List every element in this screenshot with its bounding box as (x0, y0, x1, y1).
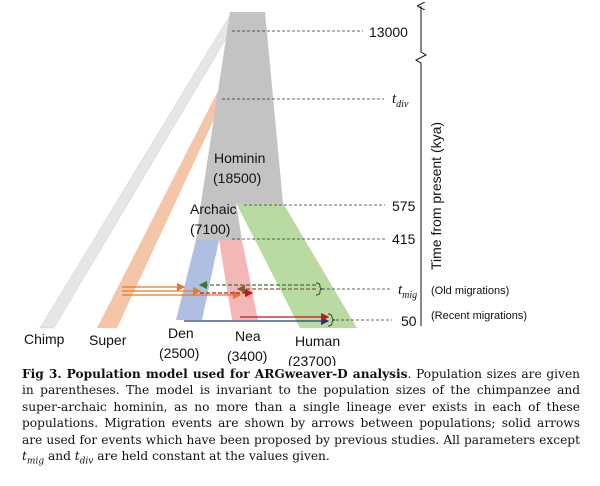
hominin-branch (201, 12, 283, 203)
archaic-label: Archaic (190, 201, 237, 217)
human-label: Human (295, 333, 340, 349)
tick-575: 575 (392, 198, 416, 214)
den-label: Den (168, 325, 194, 341)
caption-title: Fig 3. Population model used for ARGweav… (22, 367, 408, 381)
human-size: (23700) (288, 353, 336, 366)
tick-415: 415 (392, 231, 416, 247)
caption-tdiv: tdiv (74, 449, 94, 467)
tick-tdiv: tdiv (392, 91, 409, 110)
den-size: (2500) (159, 345, 199, 361)
caption-text-2: are held constant at the values given. (93, 449, 330, 464)
nea-label: Nea (235, 328, 261, 344)
caption-tmig: tmig (22, 449, 45, 467)
old-migrations-note: (Old migrations) (431, 285, 509, 297)
hominin-size: (18500) (213, 170, 261, 186)
tick-50: 50 (401, 313, 417, 329)
nea-size: (3400) (227, 348, 267, 364)
nea-branch (219, 240, 258, 320)
figure-caption: Fig 3. Population model used for ARGweav… (22, 366, 580, 470)
population-model-diagram: 13000 tdiv 575 415 tmig 50 Time from pre… (24, 0, 527, 366)
recent-migration-brace (327, 313, 336, 327)
recent-migrations-note: (Recent migrations) (431, 310, 527, 322)
tick-13000: 13000 (369, 24, 408, 40)
axis-break (414, 46, 428, 70)
time-axis-label: Time from present (kya) (428, 122, 444, 270)
old-migration-brace (315, 282, 324, 296)
human-branch (236, 203, 357, 328)
super-label: Super (89, 332, 127, 348)
caption-text-and: and (44, 449, 75, 464)
den-branch (176, 240, 219, 320)
hominin-label: Hominin (214, 150, 265, 166)
chimp-label: Chimp (24, 331, 65, 347)
archaic-branch (196, 203, 242, 240)
caption-text-1: . Population sizes are given in parenthe… (22, 367, 581, 447)
tick-tmig: tmig (398, 282, 417, 301)
super-branch (97, 85, 230, 328)
archaic-size: (7100) (190, 221, 230, 237)
